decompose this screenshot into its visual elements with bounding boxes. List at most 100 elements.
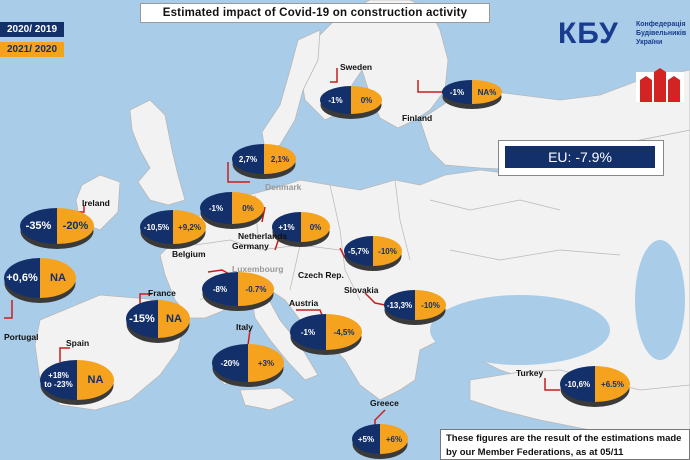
pie-graphic-germany [272, 212, 330, 247]
value-2021-turkey: +6.5% [601, 379, 624, 389]
value-2020-luxembourg: -8% [212, 284, 228, 294]
value-2020-turkey: -10,6% [564, 379, 591, 389]
pie-graphic-czech-rep [344, 236, 402, 271]
pie-slice-2020-luxembourg [202, 272, 238, 306]
value-2021-austria: -4,5% [333, 327, 355, 337]
pie-slice-2021-spain [77, 360, 114, 400]
fiec-logo [636, 68, 684, 102]
pie-ireland: -35% -20% [20, 208, 94, 250]
value-2020-italy: -20% [220, 358, 240, 368]
value-2020-slovakia: -13,3% [386, 300, 413, 310]
pie-graphic-sweden [320, 86, 382, 119]
pie-graphic-italy [212, 344, 284, 387]
country-label-turkey: Turkey [516, 368, 544, 378]
pie-slice-2020-austria [290, 314, 326, 350]
value-2020-belgium: -10,5% [143, 222, 170, 232]
pie-greece: +5% +6% [352, 424, 408, 460]
value-2021-france: NA [166, 312, 182, 325]
value-2021-italy: +3% [257, 358, 275, 368]
pie-portugal: +0,6% NA [4, 258, 76, 304]
pie-france: -15% NA [126, 300, 190, 344]
country-label-austria: Austria [289, 298, 319, 308]
eu-total-value: EU: -7.9% [505, 146, 655, 168]
value-2020-portugal: +0,6% [6, 271, 38, 284]
pie-slice-2021-turkey [595, 366, 630, 402]
pie-slice-2020-france [126, 300, 158, 338]
map-title: Estimated impact of Covid-19 on construc… [140, 3, 490, 23]
pie-spain: +18% to -23% NA [40, 360, 114, 406]
pie-italy: -20% +3% [212, 344, 284, 388]
pie-slice-2020-sweden [320, 86, 351, 114]
value-2020-germany: +1% [278, 222, 295, 232]
pie-graphic-netherlands [200, 192, 264, 229]
pie-slice-2021-germany [301, 212, 330, 242]
pie-slice-2021-slovakia [415, 290, 446, 320]
country-label-germany: Germany [232, 241, 269, 251]
eu-total-box: EU: -7.9% [498, 140, 664, 176]
value-2021-germany: 0% [309, 222, 322, 232]
footnote: These figures are the result of the esti… [440, 429, 690, 460]
pie-austria: -1% -4,5% [290, 314, 362, 356]
pie-graphic-slovakia [384, 290, 446, 325]
pie-slice-2020-belgium [140, 210, 173, 244]
value-2020-denmark: 2,7% [238, 154, 258, 164]
pie-slice-2020-netherlands [200, 192, 232, 224]
value-2021-czech-rep: -10% [378, 246, 397, 256]
pie-denmark: 2,7% 2,1% [232, 144, 296, 180]
value-2020-netherlands: -1% [208, 203, 224, 213]
pie-graphic-denmark [232, 144, 296, 179]
pie-graphic-spain [40, 360, 114, 405]
pie-slice-2020-italy [212, 344, 248, 382]
country-label-spain: Spain [66, 338, 90, 348]
value-2020-spain: +18% to -23% [44, 371, 73, 389]
pie-graphic-turkey [560, 366, 630, 407]
pie-slice-2020-turkey [560, 366, 595, 402]
kbu-logo-subtitle: Конфедерація Будівельників України [636, 21, 687, 46]
pie-graphic-belgium [140, 210, 206, 249]
country-label-czech-rep: Czech Rep. [298, 270, 344, 280]
value-2020-france: -15% [129, 312, 155, 325]
pie-slice-2020-spain [40, 360, 77, 400]
pie-slice-2020-finland [442, 80, 472, 104]
pie-graphic-france [126, 300, 190, 343]
kbu-logo: КБУ Конфедерація Будівельників України [558, 14, 686, 54]
pie-graphic-luxembourg [202, 272, 274, 311]
country-label-greece: Greece [370, 398, 399, 408]
pie-slice-2021-ireland [57, 208, 94, 244]
pie-czech-rep: -5,7% -10% [344, 236, 402, 272]
pie-graphic-greece [352, 424, 408, 459]
pie-slice-2021-france [158, 300, 190, 338]
legend-2020-2019: 2020/ 2019 [0, 22, 64, 37]
pie-graphic-austria [290, 314, 362, 355]
value-2020-ireland: -35% [25, 219, 52, 232]
pie-slice-2021-portugal [40, 258, 76, 298]
value-2021-sweden: 0% [360, 95, 373, 105]
value-2021-greece: +6% [385, 434, 403, 444]
value-2021-ireland: -20% [62, 219, 89, 232]
value-2020-greece: +5% [357, 434, 375, 444]
pie-sweden: -1% 0% [320, 86, 382, 120]
country-label-portugal: Portugal [4, 332, 39, 342]
pie-slice-2020-slovakia [384, 290, 415, 320]
pie-germany: +1% 0% [272, 212, 330, 248]
pie-slice-2021-italy [248, 344, 284, 382]
pie-graphic-finland [442, 80, 502, 109]
pie-slovakia: -13,3% -10% [384, 290, 446, 326]
value-2020-sweden: -1% [328, 95, 343, 105]
pie-slice-2020-germany [272, 212, 301, 242]
value-2020-finland: -1% [449, 87, 465, 97]
value-2021-slovakia: -10% [421, 300, 440, 310]
country-label-italy: Italy [236, 322, 254, 332]
pie-turkey: -10,6% +6.5% [560, 366, 630, 408]
pie-slice-2021-austria [326, 314, 362, 350]
legend-2021-2020: 2021/ 2020 [0, 42, 64, 57]
country-label-ireland: Ireland [82, 198, 110, 208]
pie-finland: -1% NA% [442, 80, 502, 110]
value-2021-netherlands: 0% [242, 203, 254, 213]
pie-luxembourg: -8% -0.7% [202, 272, 274, 312]
country-label-finland: Finland [402, 113, 433, 123]
value-2020-czech-rep: -5,7% [348, 246, 369, 256]
pie-slice-2021-greece [380, 424, 408, 454]
value-2021-finland: NA% [477, 87, 497, 97]
